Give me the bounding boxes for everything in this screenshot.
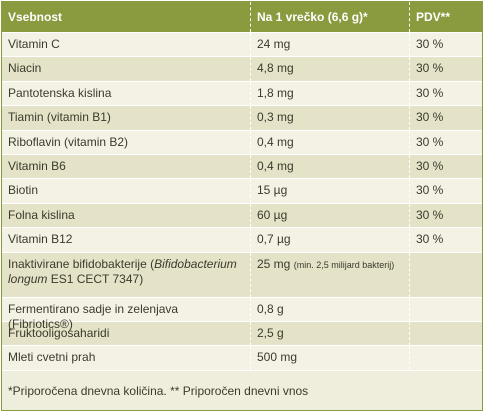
pdv-cell: 30 %	[410, 82, 482, 105]
name-text: Tiamin (vitamin B1)	[8, 110, 111, 125]
name-cell: Folna kislina	[2, 203, 251, 228]
name-cell: Tiamin (vitamin B1)	[2, 106, 251, 130]
pdv-cell: 30 %	[410, 228, 482, 251]
table-row: Fermentirano sadje in zelenjava (Fibriot…	[2, 297, 482, 331]
name-part: Bifidobacterium longum	[8, 256, 237, 286]
table-row: Pantotenska kislina 1,8 mg 30 %	[2, 81, 482, 107]
pdv-cell: 30 %	[410, 106, 482, 129]
pdv-cell	[410, 346, 482, 369]
pdv-cell: 30 %	[410, 33, 482, 56]
amount-text: 0,7 µg	[257, 232, 291, 247]
amount-text: 1,8 mg	[257, 85, 294, 100]
pdv-cell	[410, 298, 482, 321]
table-row: Vitamin C 24 mg 30 %	[2, 33, 482, 58]
amount-text: 60 µg	[257, 207, 288, 222]
name-cell: Riboflavin (vitamin B2)	[2, 130, 251, 154]
amount-text: 25 mg	[257, 256, 291, 271]
name-cell: Inaktivirane bifidobakterije (Bifidobact…	[2, 252, 251, 297]
amount-text: 15 µg	[257, 183, 288, 198]
amount-text: 500 mg	[257, 350, 298, 365]
name-cell: Mleti cvetni prah	[2, 346, 251, 370]
header-cell: Na 1 vrečko (6,6 g)*	[251, 2, 410, 32]
pdv-text: 30 %	[416, 158, 444, 173]
amount-cell: 2,5 g	[251, 321, 410, 346]
pdv-text: 30 %	[416, 85, 444, 100]
name-text: Fruktooligosaharidi	[8, 325, 110, 340]
amount-text: 0,3 mg	[257, 110, 294, 125]
name-cell: Pantotenska kislina	[2, 81, 251, 106]
name-text: Pantotenska kislina	[8, 85, 112, 100]
name-text: Biotin	[8, 183, 39, 198]
amount-cell: 0,4 mg	[251, 130, 410, 154]
pdv-text: 30 %	[416, 37, 444, 51]
pdv-text: 30 %	[416, 232, 444, 247]
amount-text: 24 mg	[257, 37, 291, 51]
name-text: Mleti cvetni prah	[8, 350, 96, 365]
amount-text: 4,8 mg	[257, 61, 294, 76]
amount-cell: 24 mg	[251, 33, 410, 57]
table-row: Mleti cvetni prah 500 mg	[2, 346, 482, 371]
amount-cell: 1,8 mg	[251, 81, 410, 106]
pdv-text: 30 %	[416, 183, 444, 198]
name-text: Vitamin B12	[8, 232, 73, 247]
amount-cell: 60 µg	[251, 203, 410, 228]
pdv-text: 30 %	[416, 61, 444, 76]
table-row: Fruktooligosaharidi 2,5 g	[2, 321, 482, 347]
table-row: Niacin 4,8 mg 30 %	[2, 57, 482, 82]
header-row: Vsebnost Na 1 vrečko (6,6 g)* PDV**	[2, 2, 482, 33]
name-cell: Vitamin C	[2, 33, 251, 57]
pdv-text: 30 %	[416, 134, 444, 149]
name-text: Fermentirano sadje in zelenjava (Fibriot…	[8, 301, 179, 331]
table-row: Riboflavin (vitamin B2) 0,4 mg 30 %	[2, 130, 482, 155]
name-cell: Vitamin B12	[2, 228, 251, 252]
amount-cell: 25 mg (min. 2,5 milijard bakterij)	[251, 252, 410, 297]
name-cell: Fermentirano sadje in zelenjava (Fibriot…	[2, 297, 251, 331]
amount-note: (min. 2,5 milijard bakterij)	[293, 259, 395, 270]
header-cell: Vsebnost	[2, 2, 251, 32]
table-row: Vitamin B6 0,4 mg 30 %	[2, 154, 482, 180]
table-body: Vitamin C 24 mg 30 % Niacin 4,8 mg 30 % Pantot…	[2, 33, 482, 371]
name-text: Vitamin C	[8, 37, 60, 51]
pdv-cell: 30 %	[410, 131, 482, 154]
amount-text: 0,8 g	[257, 301, 284, 316]
pdv-text: 30 %	[416, 110, 444, 125]
name-text: Niacin	[8, 61, 42, 76]
pdv-cell: 30 %	[410, 155, 482, 178]
amount-cell: 0,4 mg	[251, 154, 410, 179]
table-row: Folna kislina 60 µg 30 %	[2, 203, 482, 229]
pdv-cell	[410, 253, 482, 297]
table-row: Vitamin B12 0,7 µg 30 %	[2, 228, 482, 253]
amount-cell: 15 µg	[251, 179, 410, 203]
name-part: Inaktivirane bifidobakterije (	[8, 256, 155, 271]
footnote: *Priporočena dnevna količina. ** Priporo…	[8, 383, 309, 398]
pdv-cell: 30 %	[410, 204, 482, 227]
amount-cell: 500 mg	[251, 346, 410, 370]
pdv-cell: 30 %	[410, 179, 482, 202]
amount-text: 2,5 g	[257, 325, 284, 340]
name-text: Riboflavin (vitamin B2)	[8, 134, 129, 149]
table-row: Inaktivirane bifidobakterije (Bifidobact…	[2, 252, 482, 298]
name-cell: Fruktooligosaharidi	[2, 321, 251, 346]
table-row: Biotin 15 µg 30 %	[2, 179, 482, 204]
name-part: ES1 CECT 7347)	[47, 271, 144, 286]
amount-text: 0,4 mg	[257, 158, 294, 173]
pdv-cell	[410, 322, 482, 345]
amount-cell: 0,3 mg	[251, 106, 410, 130]
name-text: Folna kislina	[8, 207, 75, 222]
pdv-text: 30 %	[416, 207, 444, 222]
table-row: Tiamin (vitamin B1) 0,3 mg 30 %	[2, 106, 482, 131]
amount-text: 0,4 mg	[257, 134, 294, 149]
amount-cell: 0,8 g	[251, 297, 410, 321]
amount-cell: 4,8 mg	[251, 57, 410, 81]
name-cell: Biotin	[2, 179, 251, 203]
pdv-cell: 30 %	[410, 57, 482, 80]
name-cell: Niacin	[2, 57, 251, 81]
name-cell: Vitamin B6	[2, 154, 251, 179]
name-text: Vitamin B6	[8, 158, 66, 173]
header-cell: PDV**	[416, 10, 451, 24]
amount-cell: 0,7 µg	[251, 228, 410, 252]
